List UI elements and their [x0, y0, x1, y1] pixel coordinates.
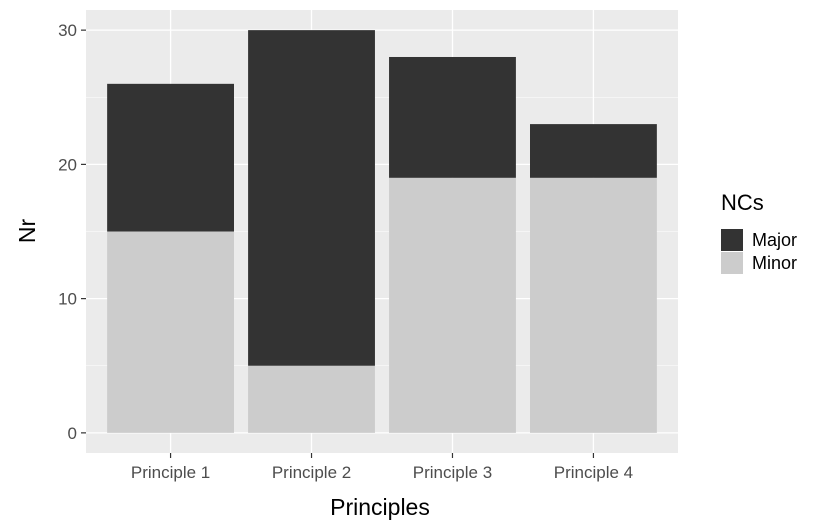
legend-key-minor: [721, 252, 743, 274]
y-tick-label: 10: [58, 290, 77, 309]
x-tick-label: Principle 1: [131, 463, 210, 482]
y-tick-label: 20: [58, 155, 77, 174]
bar-major-4: [530, 124, 657, 178]
y-tick-label: 30: [58, 21, 77, 40]
legend-title: NCs: [721, 190, 764, 215]
legend: NCs Major Minor: [721, 190, 797, 274]
y-axis-title: Nr: [14, 219, 40, 244]
x-tick-label: Principle 2: [272, 463, 351, 482]
x-tick-label: Principle 4: [554, 463, 633, 482]
legend-label-major: Major: [752, 230, 797, 250]
bar-major-2: [248, 30, 375, 366]
x-axis-title: Principles: [330, 494, 430, 520]
y-axis: 0 10 20 30: [58, 21, 86, 443]
legend-label-minor: Minor: [752, 253, 797, 273]
legend-key-major: [721, 229, 743, 251]
bar-minor-4: [530, 177, 657, 433]
bar-major-3: [389, 56, 516, 178]
bar-minor-1: [107, 231, 234, 433]
x-tick-label: Principle 3: [413, 463, 492, 482]
y-tick-label: 0: [68, 424, 77, 443]
bar-minor-2: [248, 365, 375, 433]
bars: [107, 30, 657, 433]
bar-minor-3: [389, 177, 516, 433]
bar-major-1: [107, 83, 234, 232]
x-axis: Principle 1 Principle 2 Principle 3 Princip…: [131, 453, 633, 482]
